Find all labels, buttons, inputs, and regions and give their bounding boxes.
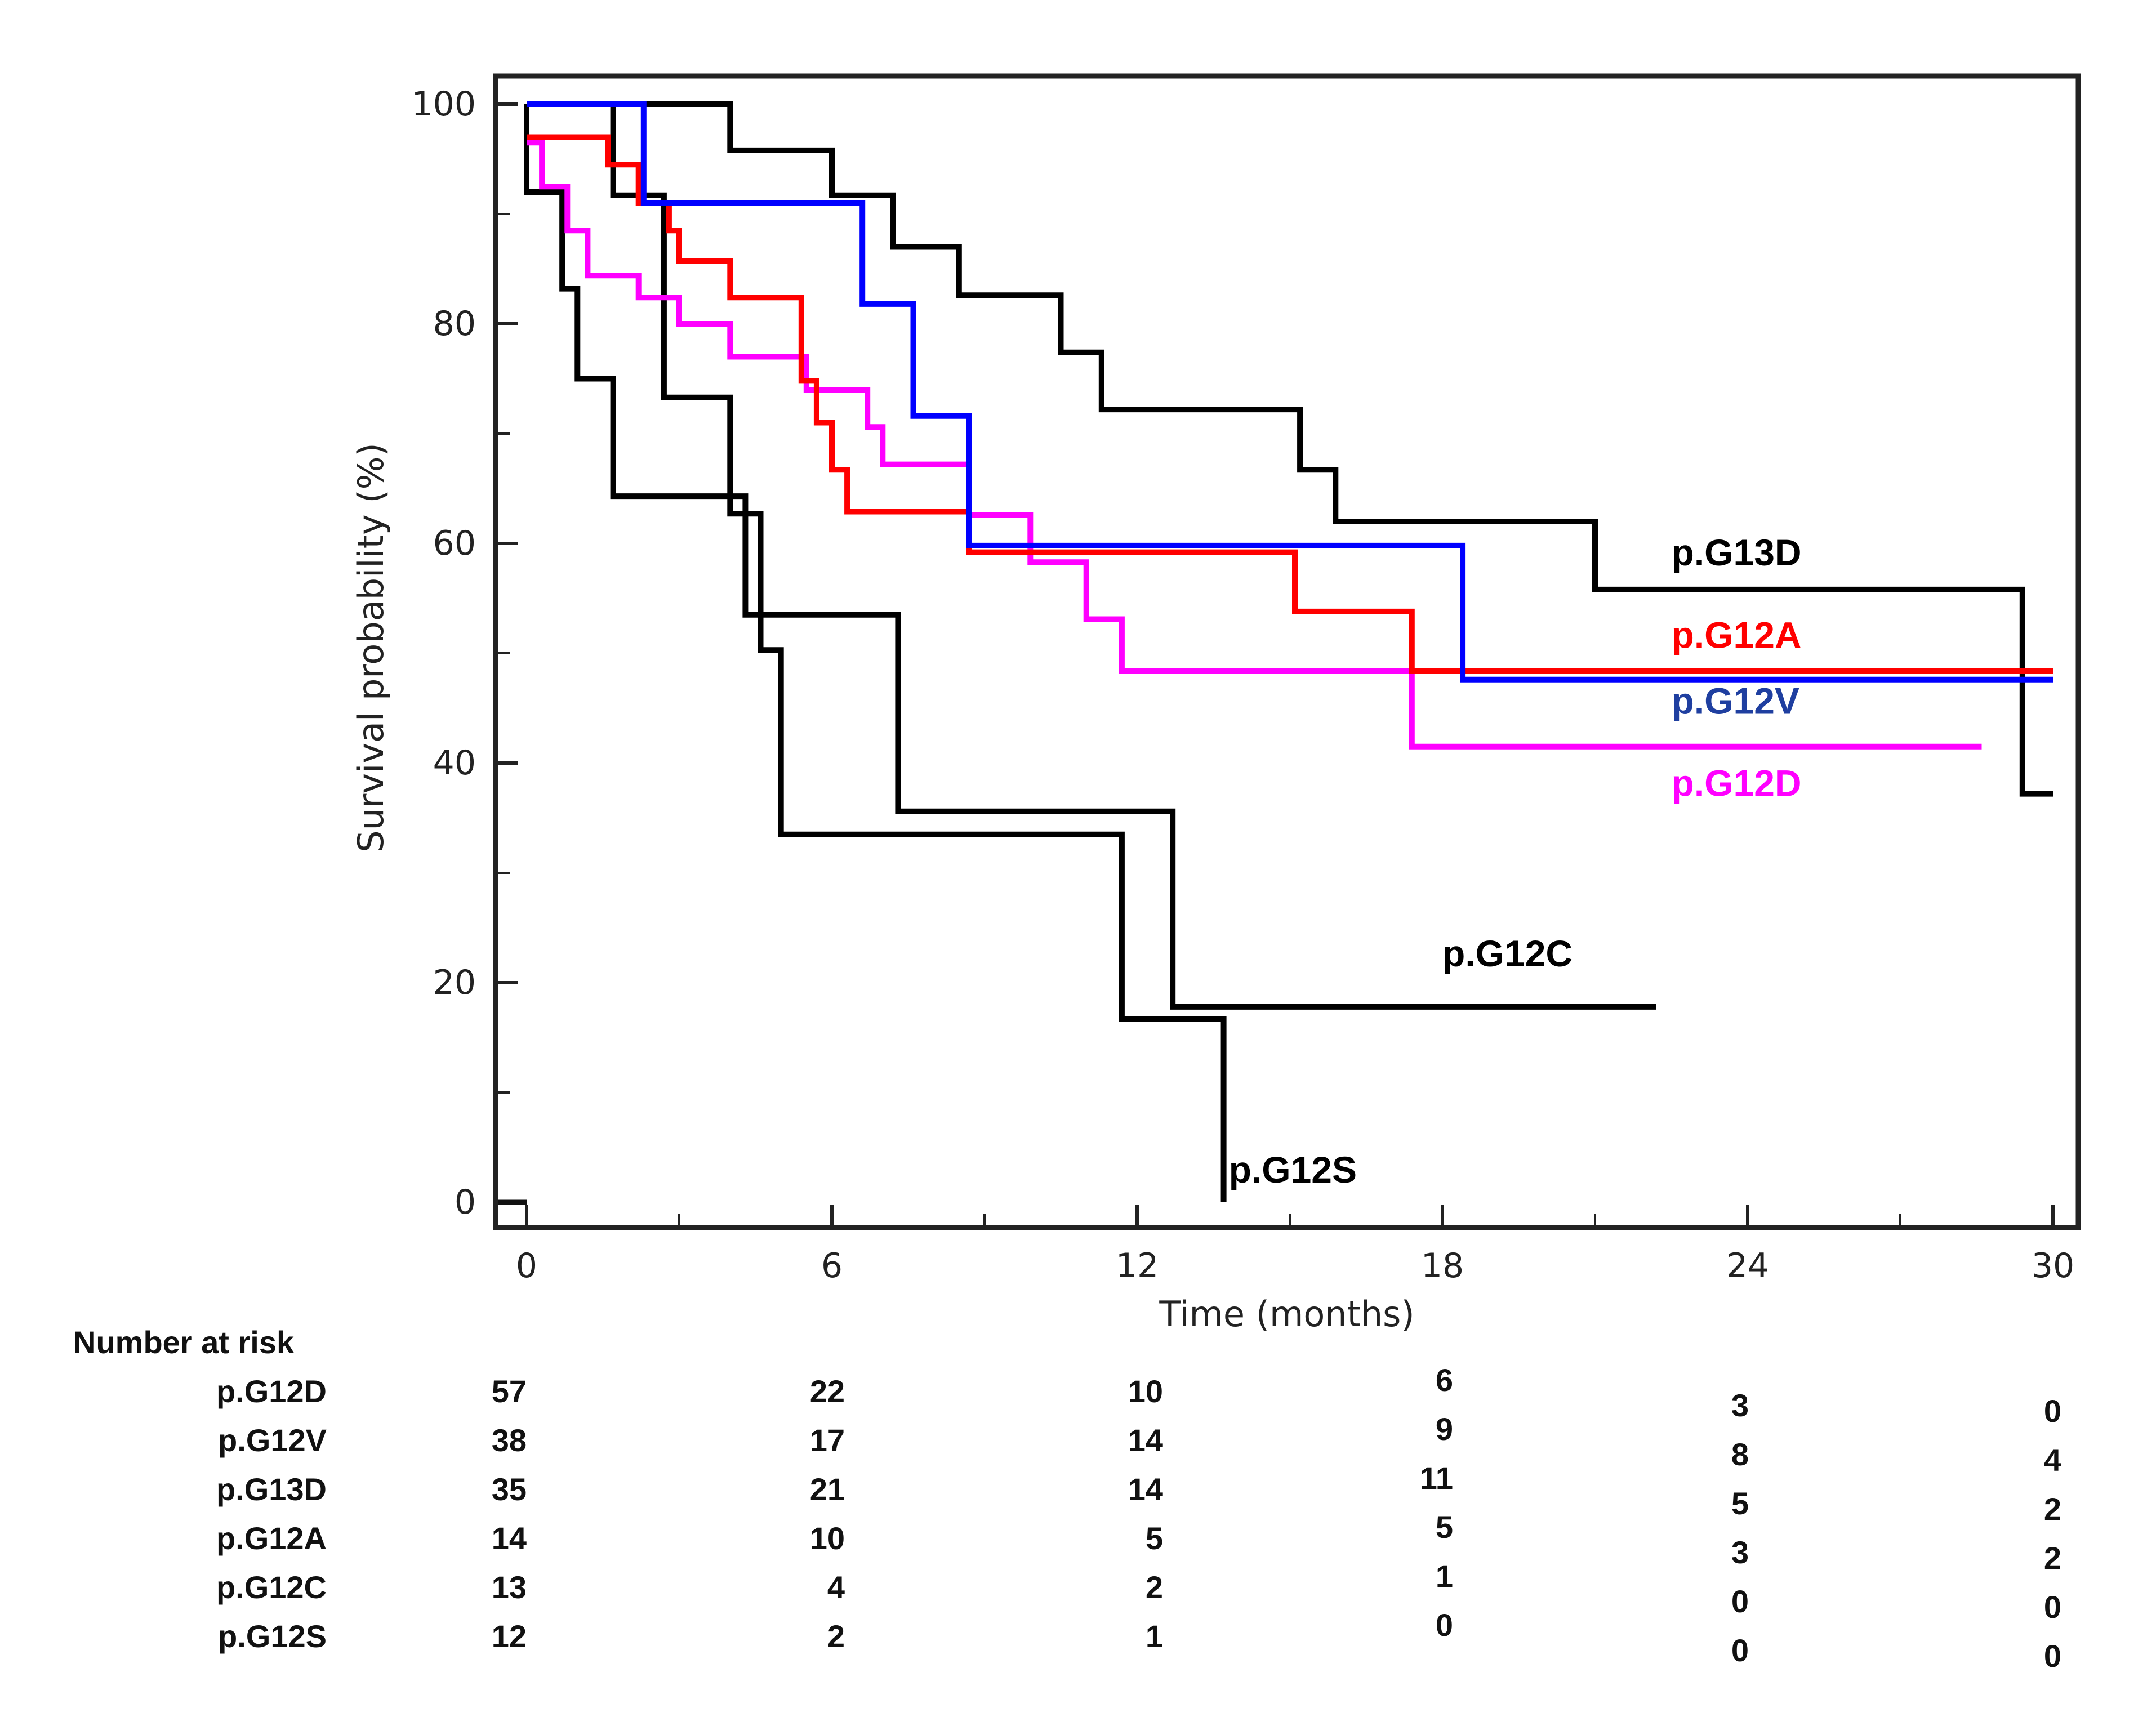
plot-frame (493, 73, 2081, 1230)
x-axis-label: Time (months) (1159, 1294, 1414, 1335)
x-tick-label: 0 (516, 1246, 537, 1286)
risk-count: 17 (810, 1422, 845, 1458)
risk-row-label: p.G12V (218, 1422, 327, 1458)
risk-count: 38 (492, 1422, 527, 1458)
series-line-p-g13d (527, 101, 2053, 797)
x-tick-label: 30 (2032, 1246, 2074, 1286)
risk-count: 4 (827, 1569, 845, 1605)
y-tick-label: 20 (433, 963, 476, 1002)
series-label-p-g12a: p.G12A (1672, 614, 1802, 655)
risk-count: 0 (2044, 1589, 2061, 1625)
x-tick-label: 24 (1726, 1246, 1769, 1286)
survival-curves (524, 101, 2053, 1202)
risk-count: 8 (1731, 1437, 1749, 1472)
risk-count: 9 (1436, 1411, 1453, 1447)
series-label-p-g12v: p.G12V (1672, 680, 1799, 721)
risk-count: 2 (1146, 1569, 1163, 1605)
series-line-p-g12s (527, 101, 1227, 1202)
risk-count: 5 (1146, 1520, 1163, 1556)
risk-table-title: Number at risk (73, 1324, 295, 1360)
series-label-p-g13d: p.G13D (1672, 532, 1802, 573)
risk-row-label: p.G12C (216, 1569, 327, 1605)
risk-count: 21 (810, 1471, 845, 1507)
risk-count: 2 (2044, 1540, 2061, 1576)
number-at-risk-table: Number at risk p.G12D 57 22 10 63 0p.G12V 38 17… (73, 1324, 2061, 1674)
risk-table-rows: p.G12D 57 22 10 63 0p.G12V 38 17 14 98 4p.G13D 35 21… (216, 1362, 2061, 1674)
risk-count: 10 (1128, 1373, 1163, 1409)
risk-count: 5 (1731, 1486, 1749, 1521)
y-tick-label: 100 (411, 84, 476, 124)
risk-count: 3 (1731, 1388, 1749, 1423)
risk-count: 2 (827, 1618, 845, 1654)
x-tick-label: 12 (1116, 1246, 1159, 1286)
risk-count: 11 (1420, 1460, 1453, 1496)
risk-count: 13 (492, 1569, 527, 1605)
risk-count: 35 (492, 1471, 527, 1507)
series-label-p-g12c: p.G12C (1442, 933, 1573, 974)
risk-count: 14 (1128, 1422, 1163, 1458)
risk-row-label: p.G13D (216, 1471, 327, 1507)
axis-tick-labels: 0 6 12 18 24 30 0 20 40 60 80 100 (411, 84, 2074, 1286)
series-labels: p.G13D p.G12A p.G12V p.G12D p.G12C p.G12S (1229, 532, 1802, 1190)
risk-count: 1 (1436, 1558, 1453, 1594)
risk-count: 12 (492, 1618, 527, 1654)
plot-border (493, 73, 2081, 1230)
risk-count: 14 (1128, 1471, 1163, 1507)
risk-row-label: p.G12A (216, 1520, 327, 1556)
y-tick-label: 60 (433, 524, 476, 563)
series-label-p-g12s: p.G12S (1229, 1149, 1357, 1190)
risk-count: 4 (2044, 1442, 2061, 1478)
x-tick-label: 18 (1421, 1246, 1464, 1286)
axis-ticks (496, 102, 2055, 1228)
risk-row-label: p.G12D (216, 1373, 327, 1409)
risk-count: 0 (1436, 1607, 1453, 1643)
risk-count: 6 (1436, 1362, 1453, 1398)
risk-count: 0 (1731, 1584, 1749, 1619)
risk-count: 5 (1436, 1509, 1453, 1545)
risk-count: 57 (492, 1373, 527, 1409)
risk-count: 3 (1731, 1535, 1749, 1570)
x-tick-label: 6 (821, 1246, 843, 1286)
risk-count: 1 (1146, 1618, 1163, 1654)
series-line-p-g12d (527, 140, 1982, 750)
series-line-p-g12c (524, 104, 1656, 1010)
y-tick-label: 80 (433, 304, 476, 344)
risk-count: 0 (1731, 1633, 1749, 1668)
risk-count: 0 (2044, 1393, 2061, 1429)
series-label-p-g12d: p.G12D (1672, 762, 1802, 804)
risk-count: 22 (810, 1373, 845, 1409)
y-axis-label: Survival probability (%) (350, 443, 391, 852)
risk-count: 10 (810, 1520, 845, 1556)
y-tick-label: 40 (433, 743, 476, 783)
risk-count: 2 (2044, 1491, 2061, 1527)
y-tick-label: 0 (455, 1183, 476, 1222)
series-line-p-g12v (527, 101, 2053, 683)
risk-row-label: p.G12S (218, 1618, 327, 1654)
risk-count: 14 (492, 1520, 527, 1556)
risk-count: 0 (2044, 1638, 2061, 1674)
